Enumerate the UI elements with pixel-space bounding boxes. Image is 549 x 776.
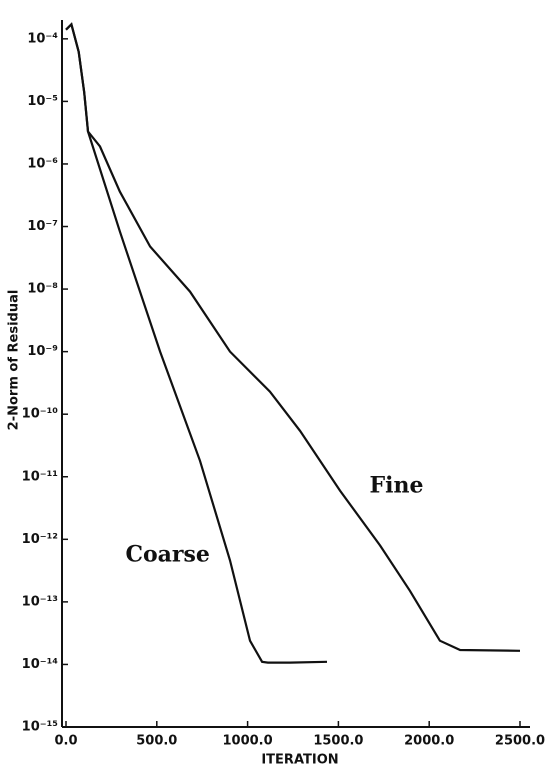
y-axis-label: 2-Norm of Residual bbox=[7, 290, 22, 431]
y-tick-label: 10⁻¹⁴ bbox=[22, 657, 59, 672]
y-tick-label: 10⁻⁴ bbox=[27, 31, 58, 46]
annotation: Coarse bbox=[125, 542, 209, 568]
x-tick-label: 2500.0 bbox=[495, 734, 545, 749]
y-tick-label: 10⁻¹² bbox=[22, 532, 58, 547]
x-tick-label: 1500.0 bbox=[313, 734, 363, 749]
annotation: Fine bbox=[370, 472, 424, 498]
x-tick-label: 500.0 bbox=[136, 734, 177, 749]
y-tick-label: 10⁻⁵ bbox=[27, 94, 58, 109]
y-tick-label: 10⁻¹⁵ bbox=[22, 720, 58, 735]
y-tick-label: 10⁻⁷ bbox=[27, 219, 58, 234]
y-tick-label: 10⁻¹³ bbox=[22, 594, 58, 609]
y-tick-label: 10⁻⁸ bbox=[27, 282, 58, 297]
series-line bbox=[65, 22, 521, 652]
y-tick-label: 10⁻¹⁰ bbox=[22, 407, 59, 422]
x-axis-label: ITERATION bbox=[261, 753, 338, 768]
y-tick-label: 10⁻¹¹ bbox=[22, 469, 58, 484]
x-tick-label: 0.0 bbox=[54, 734, 77, 749]
x-tick-label: 1000.0 bbox=[223, 734, 273, 749]
y-tick-label: 10⁻⁶ bbox=[27, 156, 58, 171]
y-tick-label: 10⁻⁹ bbox=[27, 344, 58, 359]
x-tick-label: 2000.0 bbox=[404, 734, 454, 749]
